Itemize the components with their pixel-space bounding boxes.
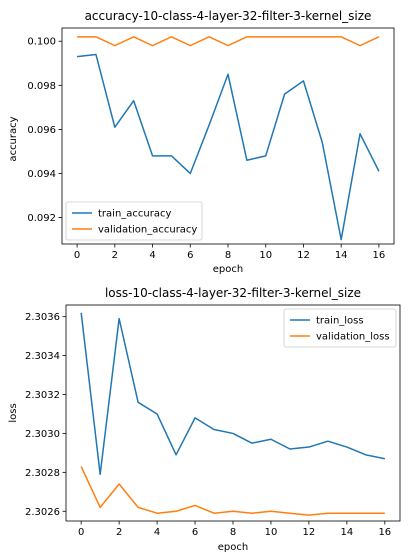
accuracy-x-tick-label: 10 <box>259 250 272 261</box>
accuracy-x-tick-label: 2 <box>112 250 118 261</box>
accuracy-series-line-validation-accuracy <box>77 36 380 47</box>
loss-x-tick-label: 4 <box>154 527 160 538</box>
loss-x-tick-label: 6 <box>192 527 198 538</box>
accuracy-chart-title: accuracy-10-class-4-layer-32-filter-3-ke… <box>85 9 372 23</box>
loss-x-tick-label: 16 <box>378 527 391 538</box>
accuracy-legend-label-train-accuracy: train_accuracy <box>98 209 171 220</box>
loss-legend-label-validation-loss: validation_loss <box>316 332 390 343</box>
accuracy-plot-area: 0 2 4 6 8 10 12 14 16 0.092 0.094 0.096 0.098 0.100 tr… <box>27 27 395 261</box>
accuracy-y-tick-label: 0.100 <box>27 37 56 48</box>
accuracy-x-tick-label: 14 <box>335 250 348 261</box>
loss-plot-area: 0 2 4 6 8 10 12 14 16 2.3026 2.3028 2.3030 2.3032 2.3… <box>25 304 401 538</box>
loss-y-tick-label: 2.3026 <box>25 507 60 518</box>
loss-legend-box <box>283 308 397 348</box>
loss-chart: loss-10-class-4-layer-32-filter-3-kernel… <box>8 286 401 553</box>
accuracy-x-tick-label: 4 <box>149 250 155 261</box>
loss-legend: train_loss validation_loss <box>283 308 397 348</box>
loss-y-tick-label: 2.3028 <box>25 468 60 479</box>
loss-y-tick-label: 2.3032 <box>25 390 60 401</box>
accuracy-legend-box <box>65 201 203 241</box>
loss-series-line-train-loss <box>80 312 385 476</box>
accuracy-y-tick-label: 0.098 <box>27 81 56 92</box>
accuracy-x-tick-label: 16 <box>373 250 386 261</box>
loss-y-tick-label: 2.3036 <box>25 312 60 323</box>
accuracy-x-tick-label: 8 <box>225 250 231 261</box>
loss-legend-label-train-loss: train_loss <box>316 316 364 327</box>
accuracy-x-tick-label: 12 <box>297 250 310 261</box>
accuracy-x-axis-label: epoch <box>213 264 243 275</box>
accuracy-y-tick-label: 0.092 <box>27 213 56 224</box>
loss-x-tick-label: 8 <box>230 527 236 538</box>
loss-y-axis-label: loss <box>8 403 19 422</box>
loss-x-tick-label: 0 <box>78 527 84 538</box>
accuracy-y-axis-label: accuracy <box>8 116 19 161</box>
accuracy-x-tick-label: 6 <box>187 250 193 261</box>
loss-x-axis-label: epoch <box>218 542 248 553</box>
accuracy-x-tick-label: 0 <box>74 250 80 261</box>
accuracy-chart: accuracy-10-class-4-layer-32-filter-3-ke… <box>8 9 395 275</box>
accuracy-series-line-train-accuracy <box>77 53 380 241</box>
loss-x-tick-label: 2 <box>116 527 122 538</box>
loss-y-tick-label: 2.3030 <box>25 429 60 440</box>
loss-x-tick-label: 12 <box>303 527 316 538</box>
loss-chart-title: loss-10-class-4-layer-32-filter-3-kernel… <box>105 286 361 300</box>
loss-y-tick-label: 2.3034 <box>25 351 60 362</box>
loss-x-tick-label: 10 <box>265 527 278 538</box>
accuracy-y-tick-label: 0.096 <box>27 125 56 136</box>
accuracy-y-tick-label: 0.094 <box>27 169 56 180</box>
accuracy-legend-label-validation-accuracy: validation_accuracy <box>98 225 197 236</box>
accuracy-legend: train_accuracy validation_accuracy <box>65 201 203 241</box>
loss-series-line-validation-loss <box>80 466 385 516</box>
loss-x-tick-label: 14 <box>340 527 353 538</box>
